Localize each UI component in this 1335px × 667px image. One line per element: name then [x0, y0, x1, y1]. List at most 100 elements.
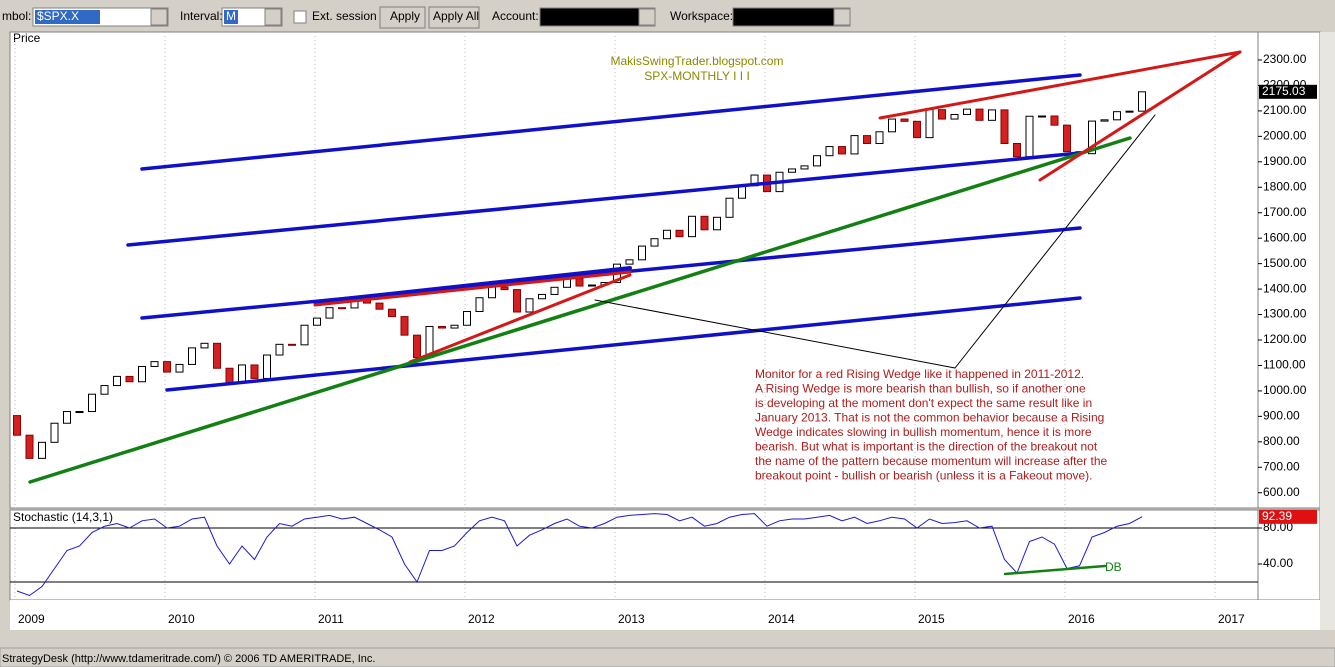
candle	[938, 109, 946, 120]
price-axis	[1257, 31, 1321, 509]
candle	[163, 361, 171, 373]
workspace-box[interactable]	[732, 7, 851, 27]
candle	[100, 385, 109, 395]
year-label: 2010	[168, 612, 195, 626]
price-tick-label: 800.00	[1263, 434, 1300, 448]
candle	[438, 326, 446, 329]
dropdown-button[interactable]	[833, 8, 851, 26]
dropdown-button[interactable]	[638, 8, 656, 26]
candle	[1138, 91, 1146, 112]
candle	[275, 343, 284, 356]
candle	[125, 375, 134, 383]
dropdown-button[interactable]	[150, 8, 168, 26]
candle	[588, 284, 596, 287]
candle	[50, 422, 59, 443]
price-tick-label: 1000.00	[1263, 383, 1307, 397]
candle	[375, 302, 384, 310]
candle	[1000, 109, 1009, 144]
annotation-line: the name of the pattern because momentum…	[755, 454, 1108, 468]
candle	[200, 342, 209, 349]
price-tick-label: 1400.00	[1263, 281, 1307, 295]
candle	[313, 317, 321, 326]
candle	[250, 364, 259, 379]
candle	[700, 215, 709, 231]
dropdown-button[interactable]	[264, 8, 282, 26]
candle	[75, 411, 84, 414]
apply-button[interactable]	[379, 6, 426, 29]
candle	[213, 342, 221, 369]
divergence-line	[1003, 564, 1107, 576]
candle	[63, 411, 71, 424]
stochastic-label: Stochastic (14,3,1)	[13, 510, 113, 524]
candle	[238, 364, 246, 384]
candle	[975, 108, 984, 121]
candle	[863, 135, 871, 144]
account-box[interactable]	[539, 7, 656, 27]
price-label: Price	[13, 31, 41, 45]
price-tick-label: 1100.00	[1263, 358, 1306, 372]
candle	[963, 108, 971, 115]
wedge-line	[408, 273, 632, 364]
interval: M	[226, 9, 236, 23]
channel-line	[140, 73, 1082, 171]
symbol-label: mbol:	[2, 9, 31, 23]
price-tick-label: 2300.00	[1263, 52, 1307, 66]
price-tick-label: 900.00	[1263, 409, 1300, 423]
left-strip	[0, 32, 10, 630]
price-tick-label: 1500.00	[1263, 256, 1307, 270]
candle	[925, 109, 934, 139]
candle	[1113, 111, 1121, 121]
candle	[813, 155, 821, 167]
candle	[488, 286, 496, 299]
year-label: 2017	[1218, 612, 1245, 626]
wedge-line	[878, 50, 1242, 120]
candle	[900, 118, 909, 122]
year-label: 2016	[1068, 612, 1095, 626]
candle	[175, 363, 184, 373]
stochastic-line	[16, 513, 1143, 597]
stoch-last-box	[1259, 509, 1317, 524]
bottom-bar	[0, 630, 1335, 648]
candle	[875, 131, 884, 144]
candle	[25, 434, 34, 459]
price-tick-label: 1600.00	[1263, 230, 1307, 244]
candle	[538, 293, 546, 300]
checkbox[interactable]	[293, 10, 307, 24]
candle	[725, 197, 734, 218]
stoch-last: 92.39	[1262, 509, 1292, 523]
apply-all-button[interactable]	[428, 6, 480, 29]
annotation-line: Wedge indicates slowing in bullish momen…	[755, 425, 1092, 439]
candle	[638, 245, 646, 261]
candle	[913, 120, 921, 139]
symbol: $SPX.X	[37, 9, 79, 23]
candle	[288, 343, 296, 346]
year-label: 2014	[768, 612, 795, 626]
year-label: 2013	[618, 612, 645, 626]
channel-line	[126, 151, 1082, 247]
year-label: 2011	[318, 612, 344, 626]
year-label: 2009	[18, 612, 45, 626]
candle	[1025, 115, 1034, 158]
year-label: 2015	[918, 612, 945, 626]
stoch-tick-label: 40.00	[1263, 556, 1293, 570]
candle	[625, 259, 634, 265]
candle	[838, 146, 846, 155]
divergence-label: DB	[1105, 560, 1122, 574]
pointer-line	[954, 114, 1156, 369]
scrollbar[interactable]	[1320, 32, 1335, 630]
price-tick-label: 1200.00	[1263, 332, 1307, 346]
ext-session: Ext. session	[312, 9, 377, 23]
candle	[1038, 115, 1046, 118]
candle	[88, 393, 96, 413]
candle	[325, 307, 334, 319]
candle	[663, 229, 671, 240]
candle	[500, 286, 509, 291]
candle	[800, 165, 809, 170]
candle	[1013, 142, 1021, 158]
candle	[38, 441, 46, 459]
annotation-line: January 2013. That is not the common beh…	[755, 411, 1104, 425]
workspace-label: Workspace:	[670, 9, 733, 23]
candle	[263, 354, 271, 379]
